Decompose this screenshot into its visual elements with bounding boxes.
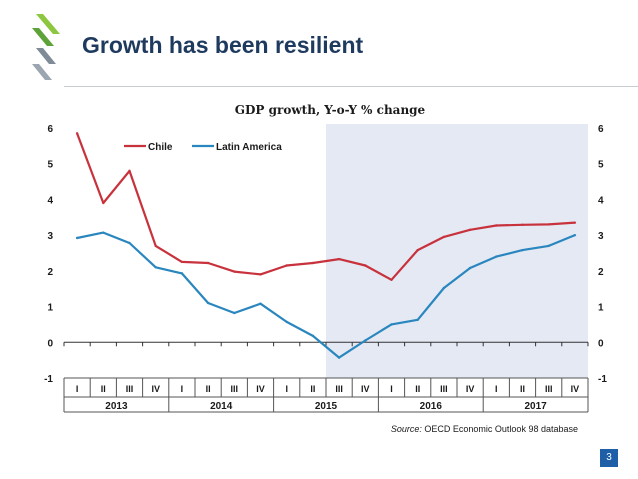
- y-tick-right-6: 6: [598, 124, 604, 135]
- data-point: [573, 221, 577, 224]
- quarter-label-2: III: [126, 384, 134, 394]
- data-point: [128, 169, 131, 173]
- quarter-label-7: IV: [256, 384, 265, 394]
- slide-title: Growth has been resilient: [82, 32, 364, 58]
- data-point: [154, 266, 157, 269]
- data-point: [180, 260, 184, 264]
- data-point: [495, 224, 498, 227]
- data-point: [259, 302, 262, 305]
- series-line-chile: [76, 133, 575, 281]
- quarter-label-1: II: [101, 384, 106, 394]
- data-point: [128, 241, 131, 245]
- quarter-label-9: II: [310, 384, 315, 394]
- y-tick-left-1: 1: [47, 303, 53, 314]
- y-tick-left--1: -1: [44, 374, 53, 385]
- data-point: [75, 132, 79, 135]
- source-text: OECD Economic Outlook 98 database: [422, 424, 578, 434]
- data-point: [285, 264, 288, 267]
- data-point: [285, 320, 288, 324]
- chart-title: GDP growth, Y-o-Y % change: [235, 103, 426, 117]
- quarter-label-4: I: [181, 384, 184, 394]
- data-point: [364, 264, 367, 267]
- data-point: [547, 223, 550, 226]
- series-line-latin-america: [76, 231, 576, 359]
- y-tick-right-4: 4: [598, 195, 604, 206]
- data-point: [337, 356, 341, 359]
- data-point: [259, 273, 262, 276]
- data-point: [233, 311, 236, 315]
- quarter-label-13: II: [415, 384, 420, 394]
- quarter-label-6: III: [231, 384, 239, 394]
- year-label-2016: 2016: [420, 401, 443, 412]
- y-tick-left-3: 3: [47, 231, 53, 242]
- legend-label-0: Chile: [148, 142, 173, 153]
- data-point: [102, 231, 105, 234]
- source-note: Source: OECD Economic Outlook 98 databas…: [391, 424, 578, 434]
- year-label-2014: 2014: [210, 401, 233, 412]
- page-number: 3: [600, 449, 618, 467]
- data-point: [495, 255, 498, 258]
- quarter-label-14: III: [440, 384, 448, 394]
- data-point: [311, 261, 315, 265]
- data-point: [416, 248, 419, 252]
- data-point: [442, 235, 446, 239]
- projection-shade: [326, 124, 588, 378]
- title-divider: [64, 86, 638, 87]
- data-point: [416, 318, 419, 321]
- quarter-label-19: IV: [571, 384, 580, 394]
- quarter-label-16: I: [495, 384, 498, 394]
- logo-stripe-2: [32, 28, 54, 46]
- quarter-label-8: I: [285, 384, 288, 394]
- year-label-2013: 2013: [105, 401, 128, 412]
- logo-stripe-3: [36, 48, 56, 64]
- quarter-label-11: IV: [361, 384, 370, 394]
- data-point: [390, 278, 393, 281]
- logo-stripe-4: [32, 64, 52, 80]
- y-tick-right--1: -1: [598, 374, 607, 385]
- data-point: [102, 201, 105, 205]
- data-point: [547, 244, 550, 248]
- data-point: [468, 228, 472, 231]
- y-tick-left-4: 4: [47, 195, 53, 206]
- data-point: [468, 266, 472, 270]
- y-tick-right-0: 0: [598, 338, 604, 349]
- y-tick-right-2: 2: [598, 267, 604, 278]
- y-tick-right-1: 1: [598, 303, 604, 314]
- data-point: [364, 339, 367, 342]
- y-tick-left-0: 0: [47, 338, 53, 349]
- data-point: [233, 270, 236, 273]
- data-point: [206, 301, 210, 305]
- y-tick-right-5: 5: [598, 160, 604, 171]
- data-point: [521, 223, 524, 226]
- quarter-label-15: IV: [466, 384, 475, 394]
- data-point: [180, 272, 184, 275]
- quarter-label-5: II: [206, 384, 211, 394]
- data-point: [442, 286, 446, 290]
- year-label-2017: 2017: [524, 401, 547, 412]
- quarter-label-0: I: [76, 384, 79, 394]
- data-point: [390, 323, 393, 326]
- quarter-label-18: III: [545, 384, 553, 394]
- y-tick-left-6: 6: [47, 124, 53, 135]
- source-prefix: Source:: [391, 424, 423, 434]
- data-point: [337, 257, 341, 261]
- y-tick-left-2: 2: [47, 267, 53, 278]
- data-point: [311, 334, 315, 338]
- quarter-label-17: II: [520, 384, 525, 394]
- data-point: [154, 244, 157, 248]
- y-tick-right-3: 3: [598, 231, 604, 242]
- data-point: [573, 233, 577, 237]
- quarter-label-10: III: [335, 384, 343, 394]
- quarter-label-12: I: [390, 384, 393, 394]
- legend-label-1: Latin America: [216, 142, 282, 153]
- data-point: [75, 236, 79, 240]
- oecd-logo: [32, 14, 60, 80]
- logo-stripe-1: [36, 14, 60, 34]
- year-label-2015: 2015: [315, 401, 338, 412]
- data-point: [521, 248, 524, 252]
- data-point: [206, 261, 210, 265]
- y-tick-left-5: 5: [47, 160, 53, 171]
- quarter-label-3: IV: [151, 384, 160, 394]
